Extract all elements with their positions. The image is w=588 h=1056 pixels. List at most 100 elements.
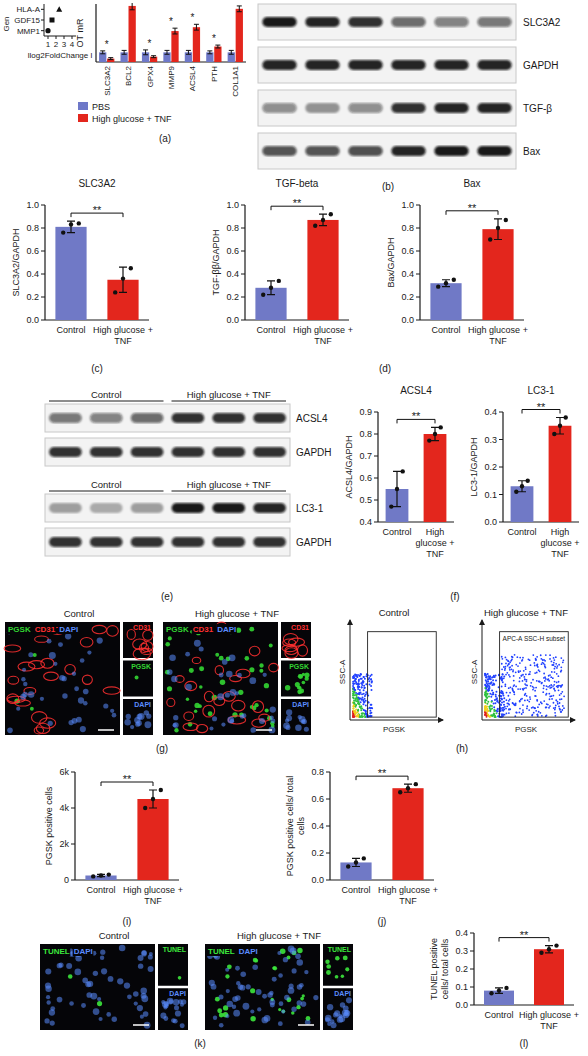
event [501,658,503,660]
band [253,413,286,423]
legend-label: PBS [92,102,110,112]
x-tick-label: SLC3A2 [103,65,112,95]
band [49,447,82,457]
event [537,706,539,708]
nucleus [86,992,92,998]
nucleus [246,984,251,989]
bar [214,47,221,62]
error-bar [518,481,526,492]
error-bar [229,50,234,54]
event [538,704,540,706]
event [532,714,534,716]
text-line: SLC3A2/GAPDH [11,228,21,296]
panel-label: (k) [194,1038,206,1049]
stain-dot [269,643,273,647]
text-line: High [426,527,445,537]
significance: ** [378,767,387,779]
band [212,503,245,513]
event [363,685,365,687]
event [506,692,508,694]
y-axis [95,4,96,62]
cell-outline [236,669,250,678]
event [353,702,355,704]
band [262,60,296,70]
error-bar [119,267,127,292]
event [560,693,562,695]
event [487,710,489,712]
nucleus [284,995,290,1001]
nucleus [141,993,147,999]
event [533,712,535,714]
event [524,679,526,681]
nucleus [250,727,256,733]
event [352,708,354,710]
event [487,675,489,677]
error-bar [545,946,553,953]
data-point [520,484,524,488]
event [546,693,548,695]
data-point [107,872,111,876]
y-tick-label: 0.7 [359,451,372,461]
nucleus [126,714,131,719]
error-bar [173,28,178,34]
event [509,676,511,678]
nucleus [288,946,295,953]
event [541,683,543,685]
event [353,699,355,701]
event [368,680,370,682]
event [490,708,492,710]
stain-label: TUNEL [43,947,70,956]
event [543,685,545,687]
nucleus [237,673,242,678]
error-bar [442,280,450,287]
event [523,688,525,690]
event [487,690,489,692]
stain-dot [300,997,304,1001]
nucleus [28,652,33,657]
event [554,712,556,714]
nucleus [163,1005,167,1009]
event [355,706,357,708]
event [359,703,361,705]
band [434,60,468,70]
event [547,686,549,688]
data-point [113,290,117,294]
event [486,697,488,699]
event [549,687,551,689]
y-tick-label: 0.4 [401,269,414,279]
event [529,673,531,675]
event [542,662,544,664]
event [532,689,534,691]
y-tick-label: 0.4 [484,407,497,417]
event [548,707,550,709]
legend-label: High glucose + TNF [92,114,172,124]
nucleus [226,671,233,678]
nucleus [240,714,245,719]
label-patch [238,946,259,956]
event [526,695,528,697]
nucleus [240,971,246,977]
event [354,714,356,716]
y-axis [329,772,330,880]
panel-label: (g) [156,743,168,754]
event [524,693,526,695]
event [490,682,492,684]
nucleus [295,953,301,959]
event [505,708,507,710]
nucleus [58,642,63,647]
event [493,713,495,715]
x-tick-label: Control [256,325,285,335]
event [555,705,557,707]
event [561,698,563,700]
label-patch [207,946,235,956]
data-point [398,790,402,794]
nucleus [286,709,292,715]
error-bar [108,58,113,60]
event [527,658,529,660]
western-blot: ControlHigh glucose + TNFACSL4GAPDHContr… [45,389,332,602]
nucleus [299,716,306,723]
x-tick-label: Control [382,527,411,537]
stain-label: PGSK [166,625,189,634]
band [477,60,511,70]
bar [430,283,461,320]
